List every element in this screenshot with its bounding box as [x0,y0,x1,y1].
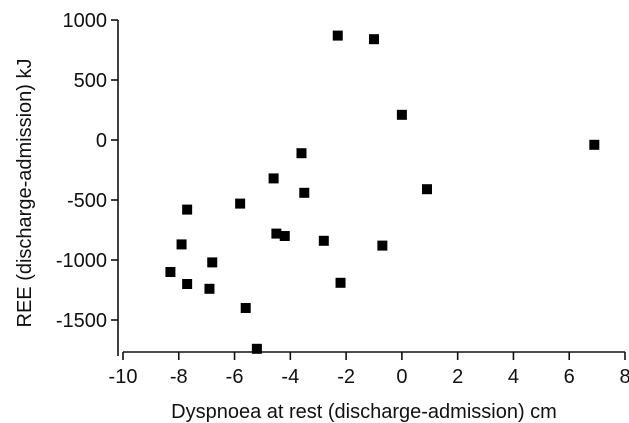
data-point [176,239,187,250]
data-point [251,343,262,354]
data-point [369,34,379,45]
x-tick-label: -4 [281,366,299,388]
y-tick-label: -1000 [56,250,107,272]
y-tick-label: -500 [67,190,107,212]
y-axis-title: REE (discharge-admission) kJ [14,59,36,328]
y-tick-label: 0 [96,130,107,152]
data-point [318,235,329,246]
x-tick-label: 8 [619,366,629,388]
data-point [204,283,215,294]
x-tick-label: 6 [564,366,575,388]
x-tick-label: -6 [226,366,244,388]
data-point [396,109,407,120]
x-tick-label: 2 [452,366,463,388]
x-tick-label: -2 [337,366,355,388]
data-point [589,139,600,150]
data-point [165,267,176,277]
data-point [279,231,290,241]
data-point [299,187,310,198]
x-tick-label: -8 [170,366,188,388]
y-tick-label: 500 [74,70,107,92]
data-point [235,198,246,209]
data-point [182,279,193,289]
data-point [335,277,346,288]
y-tick-label: 1000 [63,10,108,32]
data-point [240,303,251,313]
data-points [165,30,600,354]
data-point [207,257,218,268]
y-axis: 1000 500 0 -500 -1000 -1500 [56,10,119,356]
data-point [271,228,282,239]
x-tick-label: -10 [109,366,138,388]
data-point [421,184,432,195]
x-axis-title: Dyspnoea at rest (discharge-admission) c… [171,401,557,423]
data-point [296,148,307,159]
data-point [377,240,388,251]
x-tick-label: 4 [508,366,519,388]
data-point [182,204,193,215]
y-tick-label: -1500 [56,310,107,332]
data-point [332,30,343,41]
data-point [268,173,279,184]
x-axis: -10 -8 -6 -4 -2 0 2 4 6 8 [109,351,629,388]
x-tick-label: 0 [396,366,407,388]
